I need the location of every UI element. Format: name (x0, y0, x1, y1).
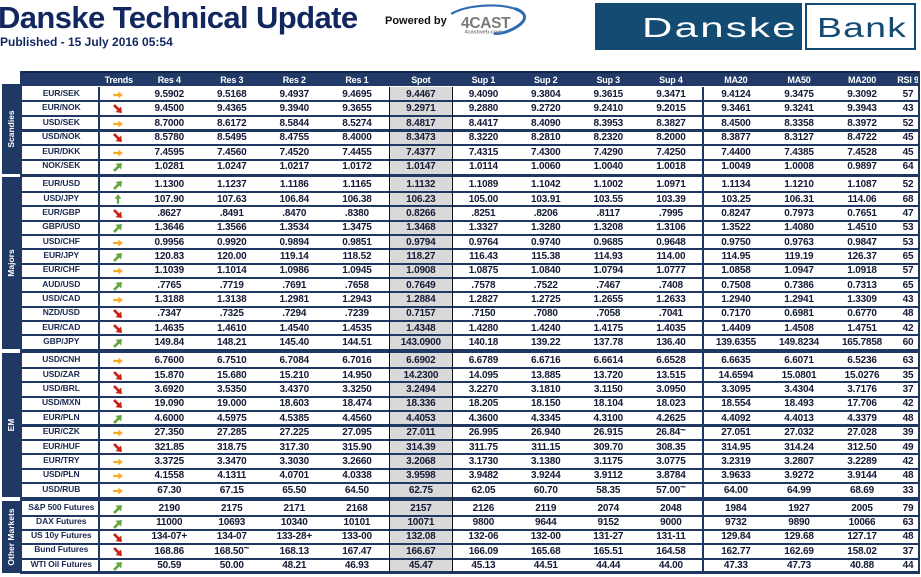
svg-text:4castweb.com: 4castweb.com (465, 30, 503, 36)
svg-text:4CAST: 4CAST (461, 15, 511, 32)
